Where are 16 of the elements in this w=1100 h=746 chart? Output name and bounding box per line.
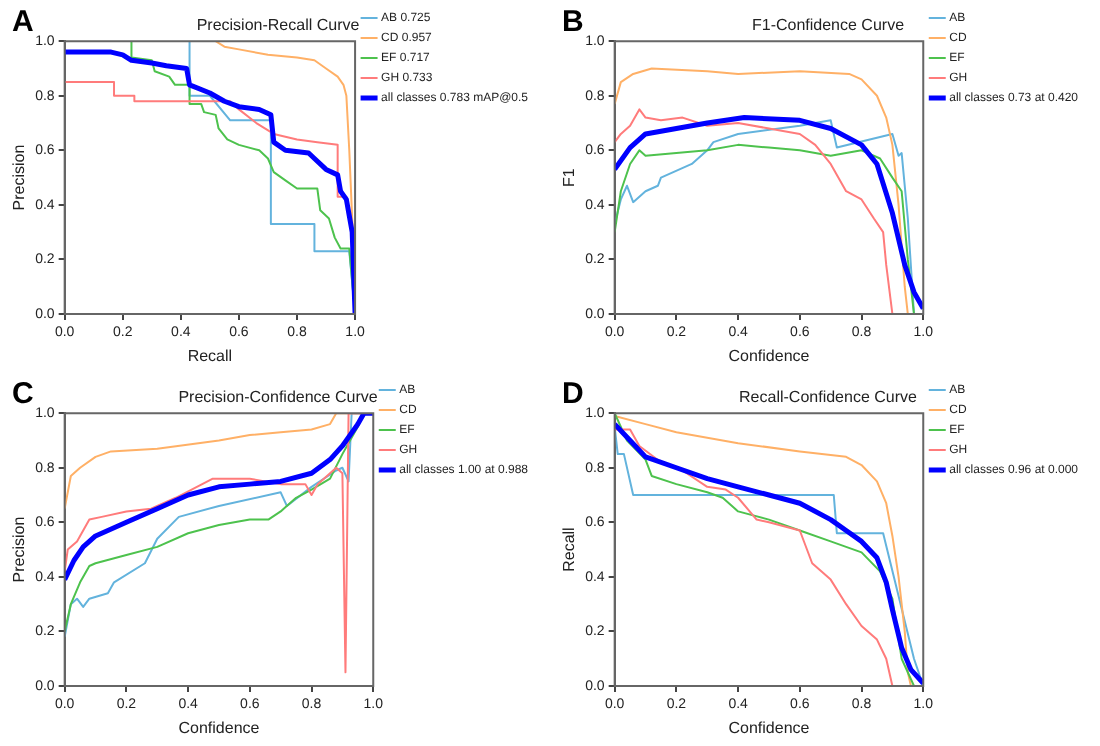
x-axis-title: Confidence [728,718,811,737]
chart-title: Precision-Confidence Curve [178,388,379,407]
y-axis-title: Recall [560,526,579,572]
chart-title: Precision-Recall Curve [196,16,361,35]
chart-title: F1-Confidence Curve [751,16,906,35]
text: A [12,5,34,40]
text: B [562,5,584,40]
text: C [12,377,34,412]
y-axis-title: Precision [10,516,29,583]
y-axis-title: Precision [10,144,29,211]
x-axis-title: Recall [187,346,233,365]
x-axis-title: Confidence [178,718,261,737]
x-axis-title: Confidence [728,346,811,365]
text: D [562,377,584,412]
y-axis-title: F1 [560,167,579,187]
chart-title: Recall-Confidence Curve [739,388,919,407]
